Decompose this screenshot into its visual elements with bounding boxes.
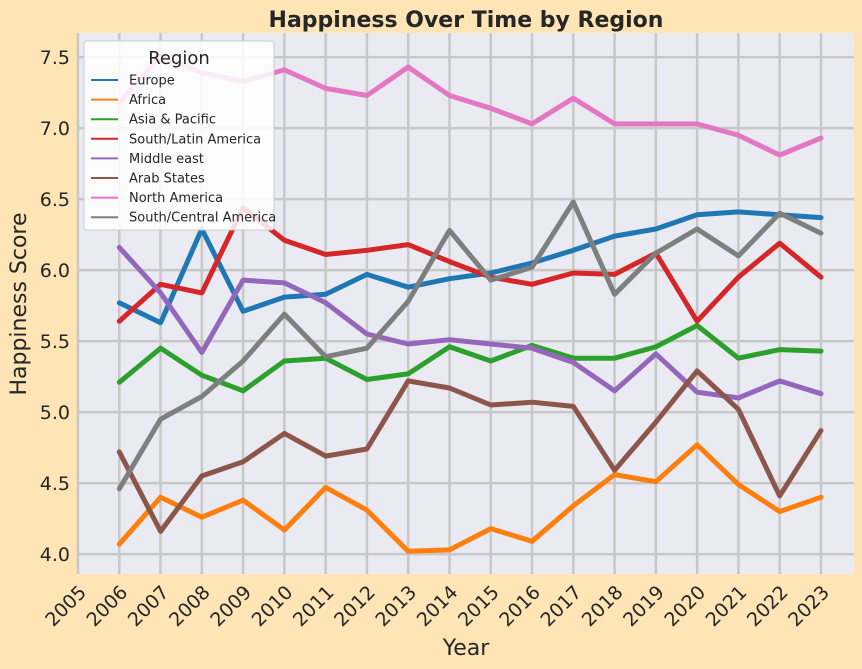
series-line-arab-states [116, 368, 824, 534]
legend-box [83, 40, 275, 231]
x-tick-label: 2010 [248, 581, 298, 631]
x-tick-label: 2019 [619, 581, 669, 631]
x-tick-label: 2006 [82, 581, 132, 631]
x-tick-label: 2016 [495, 581, 545, 631]
y-tick-label: 5.5 [40, 331, 70, 353]
y-tick-label: 6.5 [40, 189, 70, 211]
x-tick-label: 2020 [660, 581, 710, 631]
x-tick-label: 2021 [702, 581, 752, 631]
series-line-europe [116, 209, 824, 326]
legend-item-label: South/Central America [129, 211, 276, 226]
y-axis-label: Happiness Score [7, 212, 32, 395]
y-tick-label: 4.0 [40, 544, 70, 566]
x-tick-label: 2023 [784, 581, 834, 631]
legend-title: Region [148, 48, 210, 69]
series-line-middle-east [116, 244, 824, 401]
legend-item-label: Africa [129, 93, 166, 108]
legend-item-label: Asia & Pacific [129, 113, 216, 128]
chart-title: Happiness Over Time by Region [269, 8, 664, 33]
x-tick-label: 2005 [41, 581, 91, 631]
legend-item-label: South/Latin America [129, 132, 261, 147]
series-line-africa [116, 442, 824, 554]
x-tick-label: 2017 [537, 581, 587, 631]
y-tick-labels: 4.0 4.5 5.0 5.5 6.0 6.5 7.0 7.5 [40, 47, 70, 566]
x-tick-label: 2022 [743, 581, 793, 631]
x-tick-label: 2009 [206, 581, 256, 631]
legend-item-label: Europe [129, 74, 175, 89]
legend-item-label: Middle east [129, 152, 204, 167]
series-line-asia-pacific [116, 323, 824, 394]
series-lines [116, 53, 824, 554]
series-line-south-central-america [116, 199, 824, 492]
y-tick-label: 4.5 [40, 473, 70, 495]
y-tick-label: 7.0 [40, 118, 70, 140]
y-tick-label: 7.5 [40, 47, 70, 69]
x-tick-label: 2013 [371, 581, 421, 631]
x-axis-label: Year [442, 636, 491, 661]
legend-item-label: Arab States [129, 172, 205, 187]
legend-item-label: North America [129, 191, 223, 206]
x-tick-label: 2014 [413, 581, 463, 631]
x-tick-label: 2008 [165, 581, 215, 631]
y-tick-label: 5.0 [40, 402, 70, 424]
x-tick-label: 2018 [578, 581, 628, 631]
y-tick-label: 6.0 [40, 260, 70, 282]
x-tick-labels: 2005200620072008200920102011201220132014… [41, 581, 834, 631]
x-tick-label: 2015 [454, 581, 504, 631]
x-tick-label: 2011 [289, 581, 339, 631]
legend: Region Europe Africa Asia & Pacific South/L… [83, 40, 276, 231]
x-tick-label: 2012 [330, 581, 380, 631]
x-tick-label: 2007 [124, 581, 174, 631]
